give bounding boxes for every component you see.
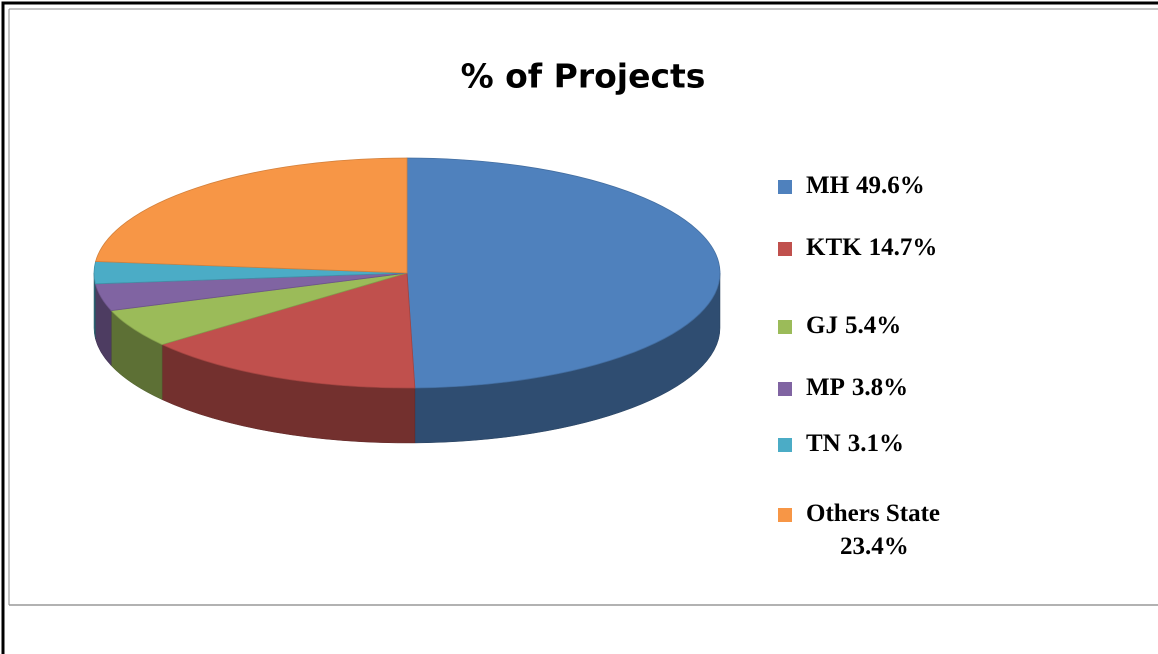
legend-value: 3.1% <box>848 430 904 457</box>
legend-value: 49.6% <box>856 172 925 199</box>
legend-value: 5.4% <box>845 312 901 339</box>
legend-category: TN <box>806 430 841 457</box>
legend-label: KTK 14.7% <box>806 234 937 261</box>
legend-category: KTK <box>806 234 862 261</box>
legend-category: GJ <box>806 312 838 339</box>
legend-category: MH <box>806 172 850 199</box>
legend-swatch <box>778 320 792 334</box>
pie-slice <box>95 157 408 274</box>
pie-slice <box>160 272 416 389</box>
legend-swatch <box>778 242 792 256</box>
pie <box>93 157 721 444</box>
chart-title: % of Projects <box>461 57 706 96</box>
legend-category: MP <box>806 374 845 401</box>
legend-label: Others State 23.4% <box>806 500 940 560</box>
legend: MH 49.6% KTK 14.7% GJ 5.4% MP 3.8% TN 3.1% Others … <box>778 172 940 560</box>
pie-slice <box>406 157 721 389</box>
legend-label: MH 49.6% <box>806 172 925 199</box>
legend-swatch <box>778 382 792 396</box>
legend-label: TN 3.1% <box>806 430 904 457</box>
legend-category: Others State <box>806 500 940 527</box>
legend-value: 14.7% <box>869 234 938 261</box>
legend-value: 23.4% <box>840 533 909 560</box>
legend-value: 3.8% <box>852 374 908 401</box>
legend-swatch <box>778 180 792 194</box>
legend-label: GJ 5.4% <box>806 312 901 339</box>
legend-swatch <box>778 438 792 452</box>
legend-label: MP 3.8% <box>806 374 908 401</box>
legend-swatch <box>778 508 792 522</box>
